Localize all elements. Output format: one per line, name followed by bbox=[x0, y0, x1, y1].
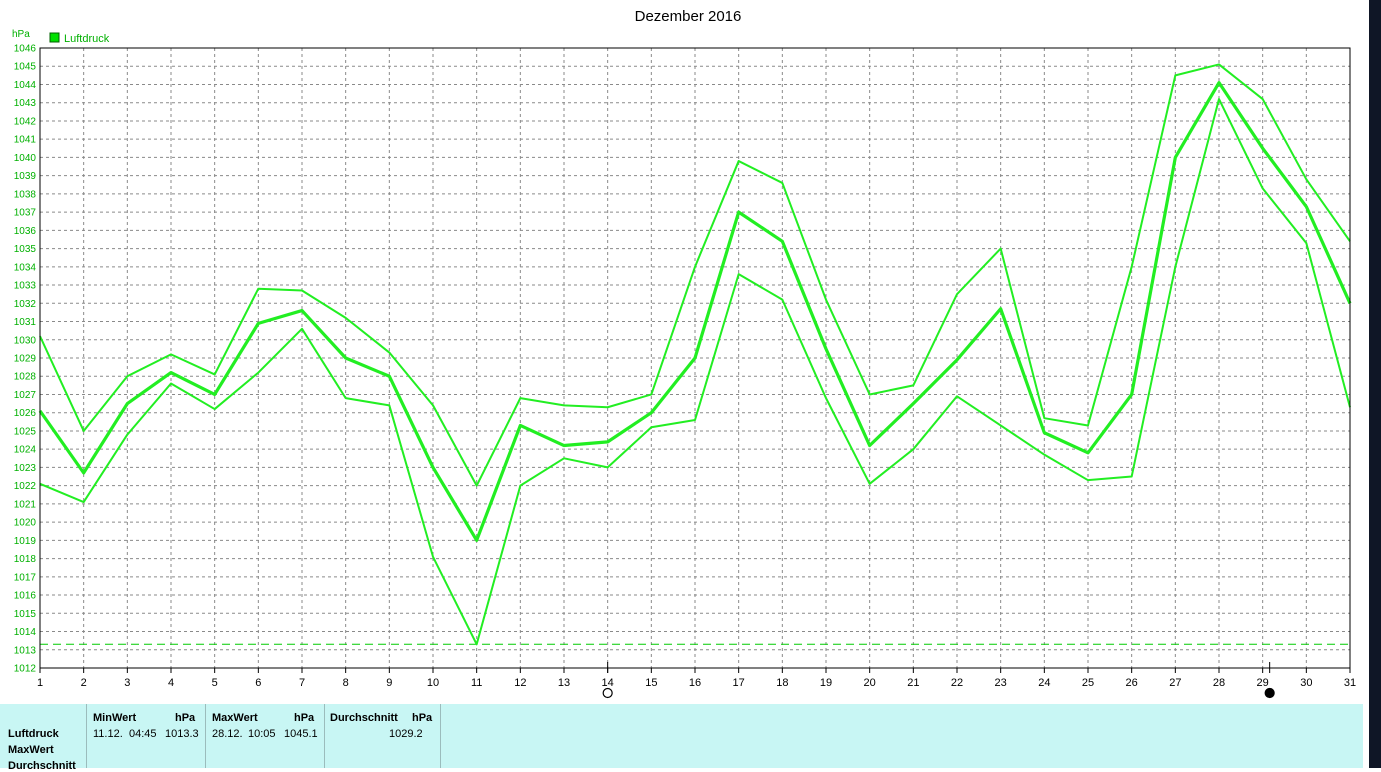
y-tick-label: 1045 bbox=[14, 62, 37, 73]
full-moon-icon bbox=[603, 689, 612, 698]
y-tick-label: 1024 bbox=[14, 445, 37, 456]
x-tick-label: 24 bbox=[1038, 677, 1050, 689]
y-tick-label: 1031 bbox=[14, 317, 37, 328]
stats-panel: Luftdruck MaxWert Durchschnitt MinWert h… bbox=[0, 704, 1363, 768]
x-tick-label: 27 bbox=[1169, 677, 1181, 689]
y-ticks: 1012 1013 1014 1015 1016 1017 1018 1019 1020 1021… bbox=[14, 44, 37, 675]
y-tick-label: 1043 bbox=[14, 98, 37, 109]
y-tick-label: 1040 bbox=[14, 153, 37, 164]
min-date: 11.12. bbox=[93, 728, 123, 740]
y-tick-label: 1023 bbox=[14, 463, 37, 474]
max-date: 28.12. bbox=[212, 728, 243, 740]
y-tick-label: 1013 bbox=[14, 645, 37, 656]
x-tick-label: 6 bbox=[255, 677, 261, 689]
y-tick-label: 1036 bbox=[14, 226, 37, 237]
x-tick-label: 1 bbox=[37, 677, 43, 689]
y-tick-label: 1018 bbox=[14, 554, 37, 565]
x-tick-label: 30 bbox=[1300, 677, 1312, 689]
min-header: MinWert bbox=[93, 712, 136, 724]
pressure-chart: Dezember 2016 hPa Luftdruck 101210131014… bbox=[0, 0, 1363, 704]
x-tick-label: 20 bbox=[864, 677, 876, 689]
max-column: MaxWert hPa 28.12. 10:05 1045.1 bbox=[206, 704, 325, 768]
max-value: 1045.1 bbox=[284, 728, 318, 740]
y-tick-label: 1041 bbox=[14, 135, 37, 146]
x-tick-label: 19 bbox=[820, 677, 832, 689]
y-tick-label: 1038 bbox=[14, 189, 37, 200]
x-tick-label: 5 bbox=[212, 677, 218, 689]
y-tick-label: 1027 bbox=[14, 390, 37, 401]
x-tick-label: 9 bbox=[386, 677, 392, 689]
y-tick-label: 1035 bbox=[14, 244, 37, 255]
x-tick-label: 4 bbox=[168, 677, 174, 689]
stats-label-column bbox=[0, 704, 87, 768]
y-tick-label: 1037 bbox=[14, 208, 37, 219]
x-tick-label: 7 bbox=[299, 677, 305, 689]
y-tick-label: 1029 bbox=[14, 354, 37, 365]
x-tick-label: 13 bbox=[558, 677, 570, 689]
y-tick-label: 1022 bbox=[14, 481, 37, 492]
y-tick-label: 1033 bbox=[14, 281, 37, 292]
y-tick-label: 1014 bbox=[14, 627, 37, 638]
avg-unit: hPa bbox=[412, 712, 432, 724]
y-tick-label: 1020 bbox=[14, 518, 37, 529]
avg-column: Durchschnitt hPa 1029.2 bbox=[325, 704, 441, 768]
y-tick-label: 1028 bbox=[14, 372, 37, 383]
avg-value: 1029.2 bbox=[389, 728, 423, 740]
x-tick-label: 2 bbox=[81, 677, 87, 689]
y-tick-label: 1039 bbox=[14, 171, 37, 182]
y-tick-label: 1044 bbox=[14, 80, 37, 91]
x-tick-label: 22 bbox=[951, 677, 963, 689]
max-header: MaxWert bbox=[212, 712, 258, 724]
legend-swatch bbox=[50, 33, 59, 42]
y-tick-label: 1019 bbox=[14, 536, 37, 547]
new-moon-icon bbox=[1265, 689, 1274, 698]
max-unit: hPa bbox=[294, 712, 314, 724]
min-value: 1013.3 bbox=[165, 728, 199, 740]
x-tick-label: 12 bbox=[514, 677, 526, 689]
y-tick-label: 1046 bbox=[14, 44, 37, 55]
x-tick-label: 28 bbox=[1213, 677, 1225, 689]
y-tick-label: 1026 bbox=[14, 408, 37, 419]
y-tick-label: 1032 bbox=[14, 299, 37, 310]
y-tick-label: 1042 bbox=[14, 116, 37, 127]
x-tick-label: 8 bbox=[343, 677, 349, 689]
x-tick-label: 18 bbox=[776, 677, 788, 689]
y-axis-unit: hPa bbox=[12, 29, 30, 40]
y-tick-label: 1034 bbox=[14, 262, 37, 273]
x-tick-label: 23 bbox=[995, 677, 1007, 689]
y-tick-label: 1016 bbox=[14, 591, 37, 602]
y-tick-label: 1017 bbox=[14, 572, 37, 583]
y-tick-label: 1025 bbox=[14, 426, 37, 437]
avg-header: Durchschnitt bbox=[330, 712, 398, 724]
x-tick-label: 26 bbox=[1126, 677, 1138, 689]
window-edge bbox=[1363, 0, 1381, 768]
y-tick-label: 1015 bbox=[14, 609, 37, 620]
x-tick-label: 25 bbox=[1082, 677, 1094, 689]
x-tick-label: 29 bbox=[1257, 677, 1269, 689]
x-tick-label: 15 bbox=[645, 677, 657, 689]
y-tick-label: 1021 bbox=[14, 499, 37, 510]
min-time: 04:45 bbox=[129, 728, 157, 740]
x-tick-label: 16 bbox=[689, 677, 701, 689]
chart-title: Dezember 2016 bbox=[635, 8, 742, 25]
legend-label: Luftdruck bbox=[64, 33, 110, 45]
x-tick-label: 17 bbox=[733, 677, 745, 689]
x-tick-label: 11 bbox=[471, 677, 482, 689]
y-tick-label: 1030 bbox=[14, 335, 37, 346]
max-time: 10:05 bbox=[248, 728, 276, 740]
min-column: MinWert hPa 11.12. 04:45 1013.3 bbox=[87, 704, 206, 768]
x-tick-label: 3 bbox=[124, 677, 130, 689]
x-tick-label: 14 bbox=[602, 677, 614, 689]
min-unit: hPa bbox=[175, 712, 195, 724]
x-tick-label: 10 bbox=[427, 677, 439, 689]
x-tick-label: 31 bbox=[1344, 677, 1356, 689]
x-tick-label: 21 bbox=[907, 677, 919, 689]
y-tick-label: 1012 bbox=[14, 664, 37, 675]
